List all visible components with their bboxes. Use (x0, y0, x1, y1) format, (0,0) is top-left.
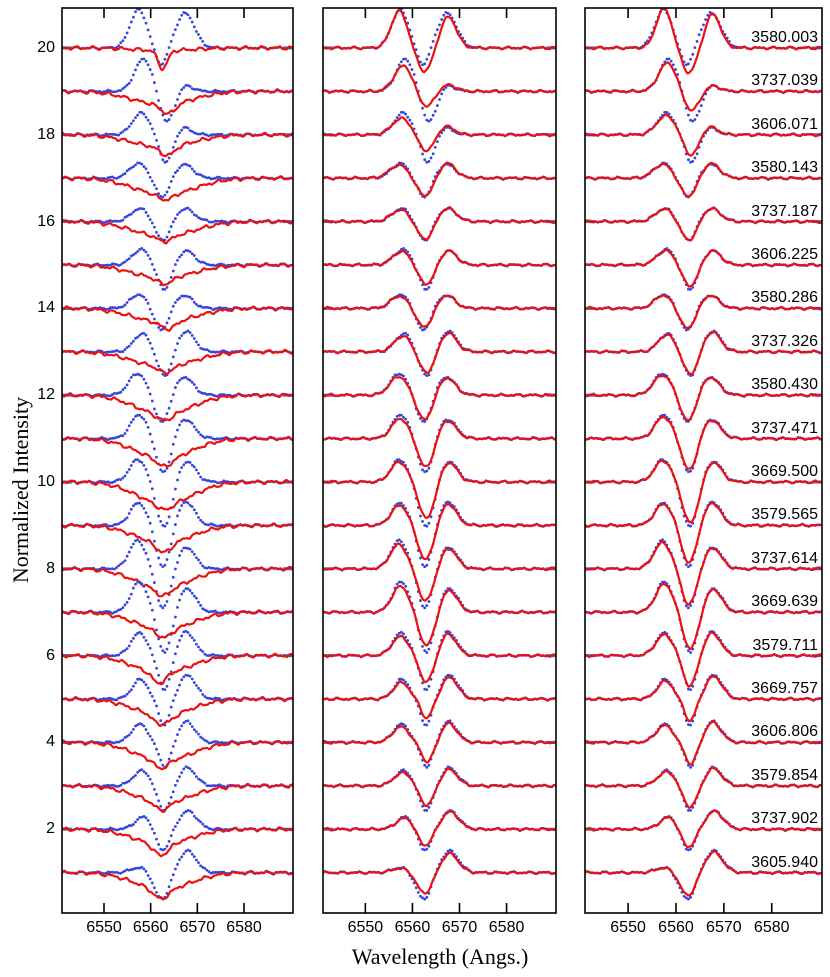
x-tick-label: 6560 (394, 919, 431, 936)
x-tick-label: 6580 (753, 919, 790, 936)
spectrum-phase-label: 3737.187 (751, 202, 818, 220)
x-tick-label: 6550 (86, 919, 122, 936)
x-tick-label: 6570 (179, 919, 216, 936)
y-tick-label: 18 (37, 125, 55, 143)
spectrum-phase-label: 3606.071 (751, 115, 818, 133)
x-tick-label: 6580 (488, 919, 525, 936)
x-tick-label: 6550 (347, 919, 384, 936)
y-tick-label: 6 (46, 646, 55, 664)
y-tick-label: 10 (37, 472, 55, 490)
spectrum-phase-label: 3579.854 (751, 766, 818, 784)
spectrum-phase-label: 3669.500 (751, 462, 818, 480)
y-tick-label: 14 (37, 299, 55, 317)
spectrum-phase-label: 3580.143 (751, 159, 818, 177)
spectrum-phase-label: 3579.565 (751, 506, 818, 524)
spectrum-phase-label: 3605.940 (751, 853, 818, 871)
y-tick-label: 12 (37, 386, 55, 404)
y-tick-label: 20 (37, 38, 55, 56)
spectrum-phase-label: 3580.003 (751, 28, 818, 46)
spectrum-phase-label: 3580.430 (751, 376, 818, 394)
y-axis-title: Normalized Intensity (8, 396, 33, 584)
spectrum-phase-label: 3737.471 (751, 419, 818, 437)
spectrum-phase-label: 3669.639 (751, 593, 818, 611)
y-tick-label: 8 (46, 559, 55, 577)
spectrum-phase-label: 3669.757 (751, 680, 818, 697)
y-tick-label: 4 (46, 733, 55, 751)
y-tick-label: 16 (37, 212, 55, 230)
spectrum-phase-label: 3737.326 (751, 332, 818, 350)
x-tick-label: 6550 (610, 919, 646, 936)
spectrum-phase-label: 3737.614 (751, 549, 818, 567)
spectrum-phase-label: 3606.225 (751, 245, 818, 263)
x-axis-title: Wavelength (Angs.) (351, 944, 529, 969)
x-tick-label: 6560 (132, 919, 169, 936)
x-tick-label: 6580 (226, 919, 262, 936)
y-tick-label: 2 (46, 820, 55, 838)
x-tick-label: 6560 (658, 919, 694, 936)
x-tick-label: 6570 (441, 919, 478, 936)
spectrum-phase-label: 3579.711 (752, 636, 818, 654)
spectrum-phase-label: 3606.806 (751, 723, 818, 741)
spectrum-phase-label: 3580.286 (751, 289, 818, 307)
spectrum-phase-label: 3737.902 (751, 810, 818, 828)
spectrum-phase-label: 3737.039 (751, 72, 818, 90)
x-tick-label: 6570 (706, 919, 742, 936)
